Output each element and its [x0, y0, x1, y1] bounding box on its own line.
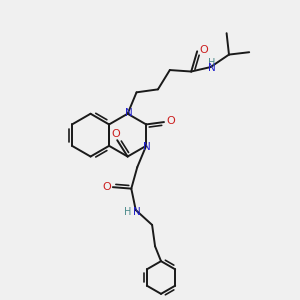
- Text: N: N: [208, 63, 215, 73]
- Text: O: O: [166, 116, 175, 126]
- Text: N: N: [125, 108, 133, 118]
- Text: N: N: [133, 207, 140, 218]
- Text: H: H: [124, 207, 131, 218]
- Text: O: O: [199, 45, 208, 55]
- Text: O: O: [102, 182, 111, 192]
- Text: H: H: [208, 58, 215, 68]
- Text: O: O: [111, 129, 120, 139]
- Text: N: N: [143, 142, 151, 152]
